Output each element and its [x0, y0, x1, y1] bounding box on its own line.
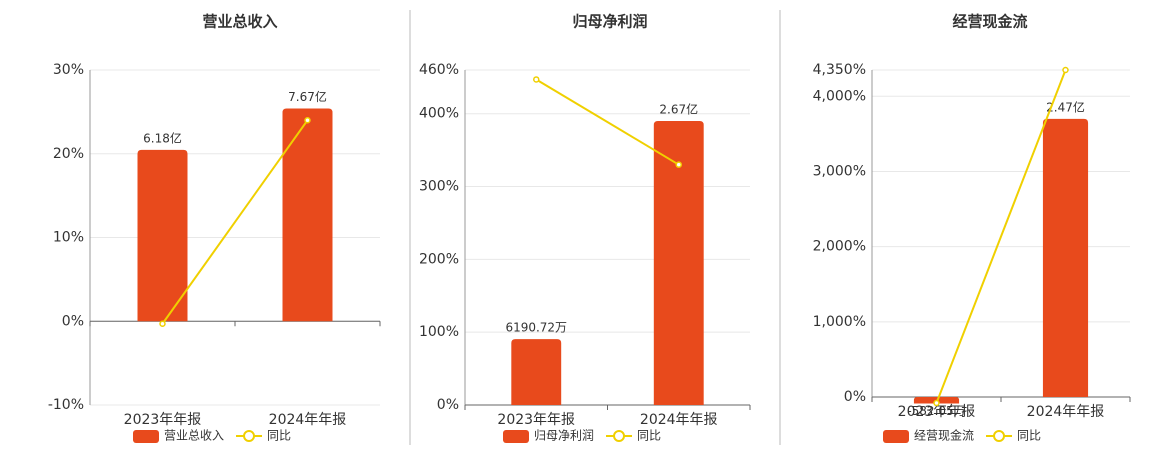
y-tick-label: 200%	[419, 251, 459, 267]
line-point	[675, 161, 682, 168]
y-tick-label: 30%	[53, 62, 84, 78]
legend-label: 归母净利润	[534, 429, 594, 443]
line-point	[533, 76, 540, 83]
legend-swatch	[613, 430, 626, 442]
legend-label: 同比	[267, 429, 291, 443]
chart-title: 营业总收入	[202, 13, 277, 31]
bar	[1042, 118, 1089, 397]
x-tick-label: 2024年年报	[640, 412, 718, 428]
x-tick-label: 2023年年报	[898, 404, 976, 420]
value-label: 7.67亿	[288, 89, 327, 104]
chart-title: 归母净利润	[572, 13, 647, 31]
line	[935, 69, 1067, 404]
legend-swatch	[883, 430, 909, 443]
y-tick-label: 0%	[437, 397, 459, 413]
legend-swatch	[993, 430, 1006, 442]
y-tick-label: -10%	[48, 397, 84, 413]
value-label: -582.05万	[907, 404, 965, 418]
x-tick-label: 2023年年报	[124, 412, 202, 428]
x-tick-label: 2024年年报	[1027, 404, 1105, 420]
y-tick-label: 1,000%	[813, 314, 866, 330]
value-label: 2.47亿	[1046, 99, 1085, 114]
legend-label: 经营现金流	[914, 428, 974, 443]
y-tick-label: 10%	[53, 230, 84, 246]
value-label: 6190.72万	[505, 321, 567, 335]
value-label: 6.18亿	[143, 130, 182, 145]
value-label: 2.67亿	[659, 102, 698, 117]
line-point	[933, 399, 940, 407]
y-tick-label: 2,000%	[813, 239, 866, 255]
y-tick-label: 3,000%	[813, 163, 866, 179]
legend-swatch	[503, 430, 529, 443]
y-tick-label: 4,350%	[813, 62, 866, 78]
chart: 归母净利润 0% 100% 200% 300% 400% 460% 2023年年报 2024年年…	[419, 13, 751, 443]
line-point	[1062, 66, 1069, 74]
chart-title: 经营现金流	[952, 13, 1027, 31]
line-point	[159, 320, 166, 328]
y-tick-label: 460%	[419, 62, 459, 78]
line	[535, 78, 680, 166]
y-tick-label: 4,000%	[813, 88, 866, 104]
line-point	[304, 117, 311, 124]
bar	[511, 339, 562, 405]
bar	[137, 149, 188, 322]
line	[161, 119, 309, 325]
y-tick-label: 20%	[53, 146, 84, 162]
legend-label: 营业总收入	[164, 429, 224, 443]
y-tick-label: 0%	[62, 313, 84, 329]
x-tick-label: 2023年年报	[497, 412, 575, 428]
legend-label: 同比	[637, 429, 661, 443]
y-tick-label: 300%	[419, 179, 459, 195]
legend-swatch	[133, 430, 159, 443]
x-tick-label: 2024年年报	[269, 412, 347, 428]
y-tick-label: 100%	[419, 324, 459, 340]
bar	[282, 108, 333, 322]
legend-label: 同比	[1017, 429, 1041, 443]
y-tick-label: 0%	[844, 389, 866, 405]
bar	[653, 121, 704, 406]
y-tick-label: 400%	[419, 106, 459, 122]
chart: 营业总收入 -10% 0% 10% 20% 30% 2023年年报 2024年年报 6.18亿 7…	[48, 13, 381, 443]
legend-swatch	[243, 430, 256, 442]
chart: 经营现金流 0% 1,000% 2,000% 3,000% 4,000% 4,350% 202…	[813, 13, 1131, 443]
